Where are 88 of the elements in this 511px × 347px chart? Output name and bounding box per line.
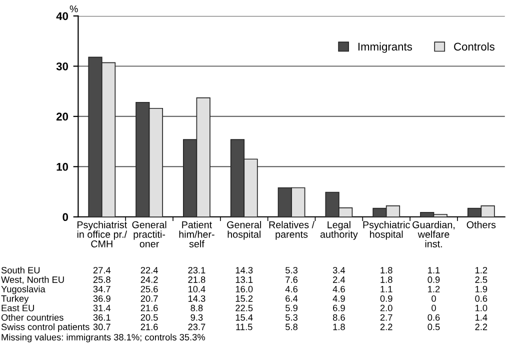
text: 2.2 [380, 324, 392, 330]
text: 34.7 [93, 286, 110, 292]
text: 0.6 [428, 314, 440, 321]
text: 5.3 [286, 314, 298, 321]
text: 8.8 [190, 304, 203, 312]
y-tick-label: 0 [62, 213, 68, 222]
x-tick-label: Guardian, welfare inst. [412, 221, 455, 248]
text: 9.3 [190, 314, 203, 321]
text: 23.7 [188, 324, 206, 330]
text: 31.4 [93, 304, 111, 312]
legend-label: Controls [454, 42, 494, 51]
text: 15.4 [236, 314, 253, 321]
text: 36.1 [93, 314, 110, 321]
x-tick-label: General hospital [227, 221, 261, 240]
text: 22.4 [140, 266, 158, 274]
text: 16.0 [236, 286, 253, 292]
text: 1.0 [475, 304, 488, 312]
x-tick-label: Legal authority [320, 221, 358, 240]
text: 14.3 [236, 266, 253, 274]
text: 1.2 [428, 286, 440, 292]
text: 22.5 [236, 304, 253, 312]
text: 2.2 [475, 324, 488, 330]
y-tick-label: 40 [56, 12, 68, 20]
text: 3.4 [332, 266, 346, 274]
text: 1.8 [380, 276, 392, 283]
text: 1.1 [380, 286, 392, 292]
text: 6.9 [333, 304, 345, 312]
x-tick-label: Psychiatrist in office pr./ CMH [77, 221, 128, 248]
text: 15.2 [236, 295, 253, 302]
text: 1.4 [475, 314, 488, 321]
x-tick-label: Relatives / parents [269, 221, 315, 240]
text: 2.7 [380, 314, 392, 321]
text: 0.5 [428, 324, 440, 330]
text: 0 [432, 304, 436, 312]
text: 20.7 [140, 295, 158, 302]
text: 1.1 [428, 267, 440, 274]
text: 0.9 [428, 276, 440, 283]
text: 21.6 [140, 324, 158, 330]
text: West, North EU [1, 276, 64, 284]
text: 14.3 [188, 295, 206, 302]
text: 30.7 [93, 324, 110, 330]
y-axis-title: % [70, 6, 78, 12]
text: Turkey [1, 295, 29, 304]
text: 2.4 [333, 276, 346, 283]
y-tick-label: 30 [56, 62, 68, 70]
text: 0.9 [380, 295, 392, 302]
x-tick-label: Others [466, 221, 496, 228]
text: 6.4 [286, 295, 298, 302]
legend-label: Immigrants [358, 42, 412, 53]
text: 24.2 [140, 276, 158, 283]
text: East EU [2, 304, 34, 312]
text: 5.3 [286, 266, 298, 274]
text: 20.5 [140, 314, 158, 321]
text: Swiss control patients [1, 323, 90, 332]
text: 11.5 [236, 324, 252, 330]
text: 10.4 [188, 286, 206, 292]
text: 27.4 [93, 266, 111, 274]
text: 13.1 [236, 276, 253, 283]
text: 7.6 [286, 276, 298, 283]
x-tick-label: Psychiatric hospital [363, 221, 410, 240]
y-tick-label: 20 [56, 112, 68, 121]
y-tick-label: 10 [56, 162, 68, 171]
text: 2.5 [475, 276, 488, 283]
text: 4.9 [332, 295, 345, 302]
text: 21.8 [188, 276, 206, 283]
text: Other countries [1, 314, 64, 321]
text: Yugoslavia [1, 286, 46, 294]
text: 8.6 [332, 314, 345, 321]
text: 1.9 [475, 286, 488, 292]
text: 5.9 [286, 304, 298, 312]
x-tick-label: Patient him/her- self [179, 221, 214, 248]
text: 25.8 [93, 276, 110, 283]
x-tick-label: General practiti- oner [132, 221, 166, 248]
text: 4.6 [285, 286, 298, 292]
text: 1.8 [380, 266, 392, 274]
text: Missing values: immigrants 38.1%; controls 35.3% [2, 334, 205, 342]
text: 1.8 [333, 324, 345, 330]
text: South EU [1, 266, 40, 274]
text: 25.6 [140, 286, 158, 292]
text: 23.1 [188, 266, 206, 274]
text: 21.6 [140, 304, 158, 312]
text: 5.8 [286, 324, 298, 330]
text: 0.6 [475, 295, 488, 302]
text: 4.6 [332, 286, 345, 292]
text: 2.0 [380, 304, 392, 312]
text: 1.2 [475, 266, 488, 274]
text: 0 [432, 295, 436, 302]
text: 36.9 [93, 295, 110, 302]
